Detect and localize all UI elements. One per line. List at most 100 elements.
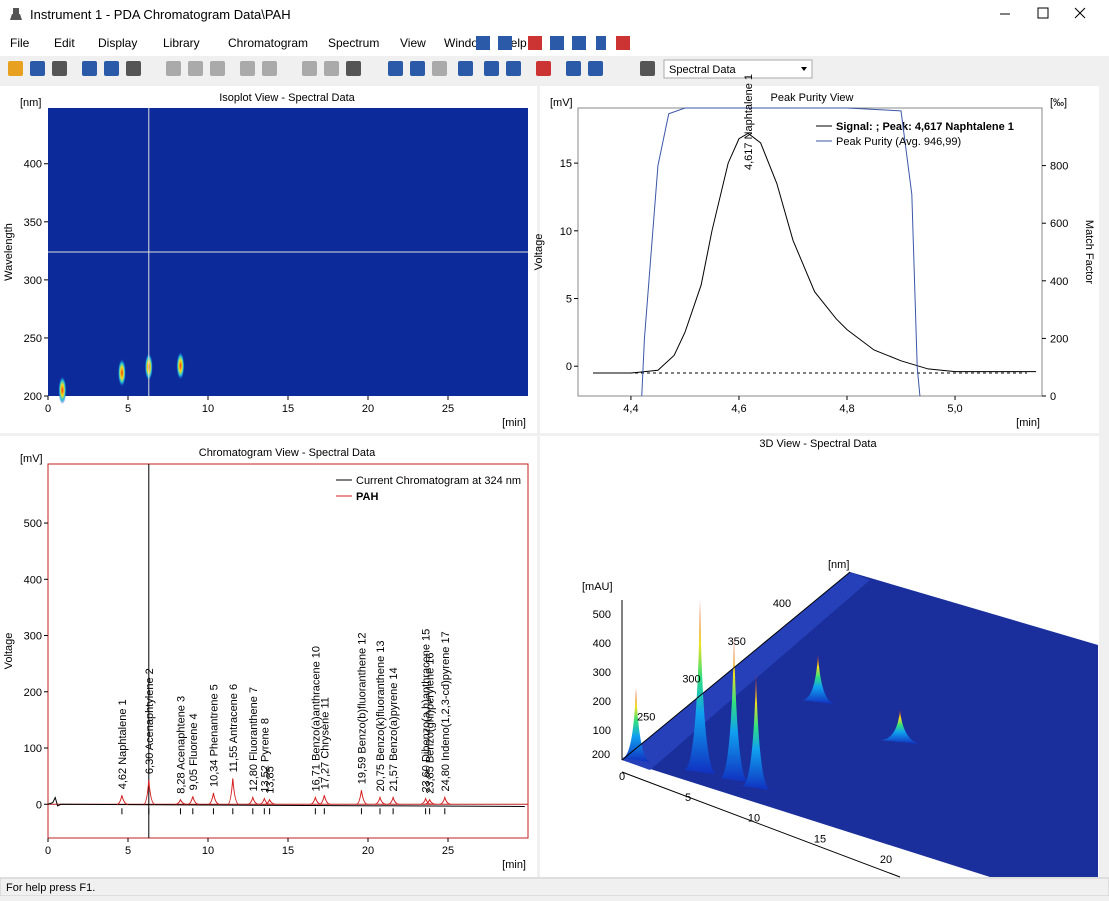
x-tick-label: 4,8 (839, 403, 854, 415)
y-label: Wavelength (3, 223, 15, 281)
toolbar-button[interactable] (432, 61, 447, 76)
x-tick-label: 25 (442, 403, 454, 415)
menu-item[interactable]: Library (163, 36, 200, 50)
y-tick-label: 300 (24, 275, 42, 287)
x-tick-label: 4,4 (623, 403, 638, 415)
menu-item[interactable]: File (10, 36, 30, 50)
menu-icon[interactable] (528, 36, 542, 50)
status-bar (0, 877, 1109, 897)
toolbar-button[interactable] (8, 61, 23, 76)
x-tick-label: 15 (282, 845, 294, 857)
toolbar-button[interactable] (210, 61, 225, 76)
peak (143, 780, 155, 805)
y-tick-label: 5 (566, 294, 572, 306)
y-unit: [mV] (550, 97, 573, 109)
x-tick-label: 5 (125, 403, 131, 415)
peak-label: 4,617 Naphtalene 1 (743, 74, 755, 170)
peak (374, 795, 387, 805)
peak-label: 24,80 Indeno(1,2,3-cd)pyrene 17 (440, 631, 452, 791)
window-title: Instrument 1 - PDA Chromatogram Data\PAH (30, 7, 291, 22)
menu-icon[interactable] (616, 36, 630, 50)
toolbar-button[interactable] (52, 61, 67, 76)
peak-label: 6,30 Acenaphtylene 2 (144, 668, 156, 774)
toolbar-button[interactable] (30, 61, 45, 76)
toolbar-button[interactable] (262, 61, 277, 76)
peak-label: 11,55 Antracene 6 (228, 684, 240, 772)
series-line (593, 132, 1037, 374)
menu-icons (476, 36, 630, 50)
menu-icon[interactable] (498, 36, 512, 50)
x-tick-label: 5 (125, 845, 131, 857)
legend-label: Peak Purity (Avg. 946,99) (836, 136, 961, 148)
panel-title: Isoplot View - Spectral Data (219, 92, 355, 104)
x-unit: [min] (502, 417, 526, 429)
status-text: For help press F1. (6, 882, 95, 894)
x-tick-label: 5 (685, 792, 691, 804)
maximize-button[interactable] (1037, 7, 1049, 19)
peak-label: 23,85 Benzo(ghi)perylene 16 (425, 652, 437, 793)
z-tick-label: 500 (593, 609, 611, 621)
x-tick-label: 0 (45, 845, 51, 857)
series-line (641, 107, 921, 397)
peak-label: 8,28 Acenaphtene 3 (175, 696, 187, 794)
dropdown[interactable] (663, 59, 813, 79)
toolbar-button[interactable] (566, 61, 581, 76)
dropdown-arrow[interactable] (801, 67, 807, 71)
toolbar-button[interactable] (82, 61, 97, 76)
z-tick-label: 300 (593, 667, 611, 679)
peak (247, 795, 259, 805)
dropdown-text: Spectral Data (669, 64, 737, 76)
y-tick-label: 250 (24, 333, 42, 345)
toolbar-button[interactable] (536, 61, 551, 76)
close-button[interactable] (1074, 7, 1086, 19)
y2-tick-label: 400 (1050, 276, 1068, 288)
y-tick-label: 0 (36, 799, 42, 811)
peak (420, 797, 432, 805)
toolbar-button[interactable] (324, 61, 339, 76)
y2-tick-label: 200 (1050, 333, 1068, 345)
toolbar-button[interactable] (388, 61, 403, 76)
toolbar-button[interactable] (126, 61, 141, 76)
toolbar-button[interactable] (188, 61, 203, 76)
peak (319, 795, 331, 805)
menu-item[interactable]: Chromatogram (228, 36, 308, 50)
menu-icon[interactable] (572, 36, 586, 50)
menu-icon[interactable] (476, 36, 490, 50)
toolbar-button[interactable] (240, 61, 255, 76)
toolbar-button[interactable] (506, 61, 521, 76)
y-tick-label: 400 (773, 598, 791, 610)
menu-item[interactable]: Display (98, 36, 137, 50)
toolbar-button[interactable] (458, 61, 473, 76)
toolbar-button[interactable] (410, 61, 425, 76)
menu-icon[interactable] (596, 36, 606, 50)
peak (424, 798, 436, 805)
peak-label: 23,60 Dibenzo(a,h)anthracene 15 (421, 629, 433, 793)
toolbar-button[interactable] (104, 61, 119, 76)
y2-tick-label: 600 (1050, 218, 1068, 230)
menu-item[interactable]: View (400, 36, 426, 50)
y-unit: [nm] (828, 559, 849, 571)
toolbar-button[interactable] (346, 61, 361, 76)
peak (310, 795, 322, 805)
x-tick-label: 20 (880, 854, 892, 866)
menu-item[interactable]: Edit (54, 36, 75, 50)
peak-label: 13,52 Pyrene 8 (259, 718, 271, 793)
legend-label: Current Chromatogram at 324 nm (356, 475, 521, 487)
y2-tick-label: 800 (1050, 161, 1068, 173)
peak (227, 778, 239, 805)
legend-label: Signal: ; Peak: 4,617 Naphtalene 1 (836, 121, 1014, 133)
y-tick-label: 200 (24, 391, 42, 403)
menu-item[interactable]: Spectrum (328, 36, 379, 50)
intensity-spot (176, 351, 185, 380)
toolbar-button[interactable] (166, 61, 181, 76)
peak (264, 798, 276, 805)
y-tick-label: 500 (24, 518, 42, 530)
peak-label: 21,57 Benzo(a)pyrene 14 (388, 667, 400, 791)
peak (356, 790, 368, 805)
toolbar-button[interactable] (484, 61, 499, 76)
toolbar-button[interactable] (588, 61, 603, 76)
x-tick-label: 15 (814, 833, 826, 845)
menu-icon[interactable] (550, 36, 564, 50)
toolbar-button[interactable] (640, 61, 655, 76)
toolbar-button[interactable] (302, 61, 317, 76)
